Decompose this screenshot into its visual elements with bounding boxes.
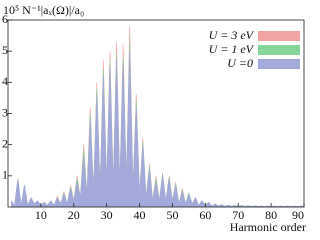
legend-swatch [258,31,300,41]
x-tick-label: 50 [166,208,178,222]
legend-swatch [258,45,300,55]
x-tick-label: 20 [68,208,80,222]
x-axis-label: Harmonic order [230,220,306,234]
x-tick-label: 30 [101,208,113,222]
legend-swatch [258,59,300,69]
legend-label: U = 3 eV [209,28,255,42]
x-tick-label: 70 [232,208,244,222]
y-tick-label: 2 [2,136,8,150]
y-tick-label: 6 [2,12,8,26]
x-tick-label: 80 [265,208,277,222]
x-tick-label: 40 [134,208,146,222]
x-tick-label: 60 [199,208,211,222]
legend-label: U =0 [227,56,253,70]
y-tick-label: 1 [2,168,8,182]
y-axis-label: 10⁵ N⁻¹|aₓ(Ω)|/a₀ [3,3,84,17]
legend-label: U = 1 eV [209,42,255,56]
y-tick-label: 3 [2,105,8,119]
x-tick-label: 90 [292,208,304,222]
y-tick-label: 5 [2,43,8,57]
chart: 10⁵ N⁻¹|aₓ(Ω)|/a₀ Harmonic order 1 2 3 4 5 6 1… [2,3,306,234]
x-tick-label: 10 [35,208,47,222]
y-tick-label: 4 [2,74,8,88]
area [10,50,305,208]
